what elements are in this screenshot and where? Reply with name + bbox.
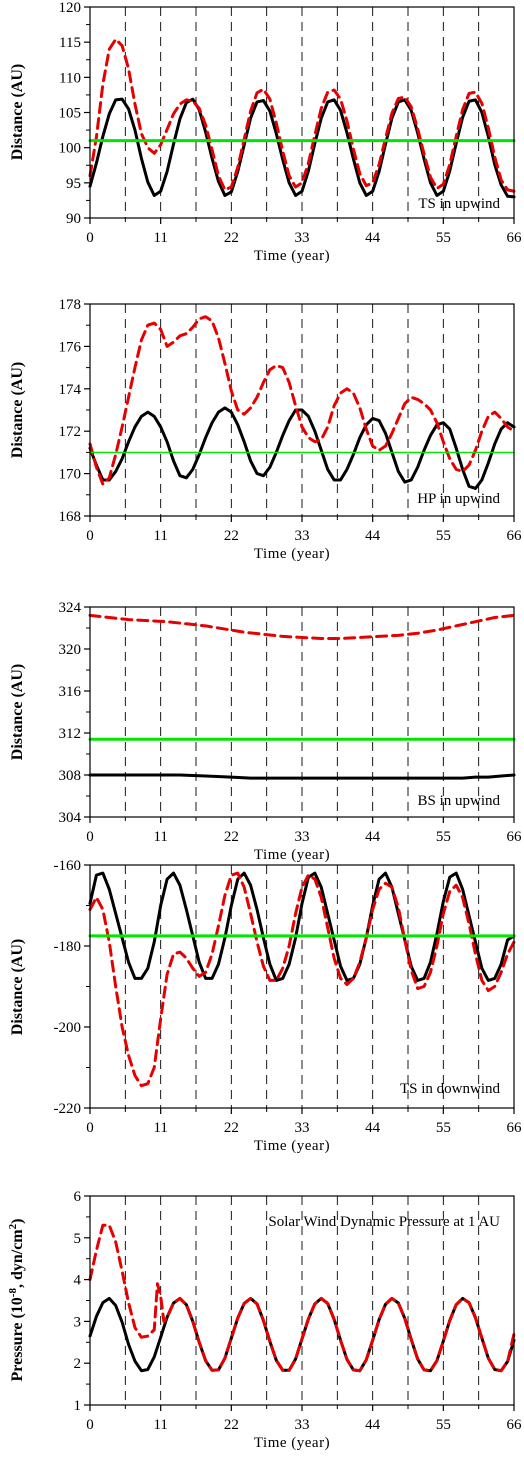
y-tick-label: -160 xyxy=(54,858,82,874)
panel-annotation: TS in upwind xyxy=(418,196,500,212)
panel-2: 0 11 22 33 44 55 66 168 170 172 174 176 178 Time (yea… xyxy=(9,297,522,562)
x-tick-label: 66 xyxy=(507,528,523,544)
panel-annotation: Solar Wind Dynamic Pressure at 1 AU xyxy=(268,1214,500,1230)
y-tick-label: 5 xyxy=(74,1231,82,1247)
panel-annotation: TS in downwind xyxy=(400,1081,501,1097)
x-axis-label: Time (year) xyxy=(254,1435,330,1451)
y-tick-label: 110 xyxy=(59,70,81,86)
y-tick-label: -220 xyxy=(54,1101,82,1117)
y-axis-label: Distance (AU) xyxy=(9,664,26,760)
x-tick-label: 44 xyxy=(365,528,381,544)
x-tick-label: 33 xyxy=(295,528,310,544)
x-tick-label: 33 xyxy=(295,1417,310,1433)
y-axis-label: Pressure (10-8, dyn/cm2) xyxy=(7,1219,26,1382)
y-tick-label: 100 xyxy=(59,141,82,157)
x-tick-label: 44 xyxy=(365,1417,381,1433)
y-tick-label: 324 xyxy=(59,600,82,616)
x-tick-label: 44 xyxy=(365,230,381,246)
y-tick-label: 172 xyxy=(59,424,82,440)
y-tick-label: 120 xyxy=(59,0,82,16)
x-tick-label: 55 xyxy=(436,1120,451,1136)
y-tick-label: 168 xyxy=(59,509,82,525)
y-tick-label: 308 xyxy=(59,768,82,784)
series-line-dashed-red xyxy=(88,315,516,486)
y-tick-label: 320 xyxy=(59,642,82,658)
x-tick-label: 0 xyxy=(86,829,94,845)
y-tick-label: 304 xyxy=(59,810,82,826)
x-tick-label: 0 xyxy=(86,230,94,246)
x-axis-label: Time (year) xyxy=(254,248,330,264)
x-tick-label: 66 xyxy=(507,230,523,246)
x-tick-label: 33 xyxy=(295,1120,310,1136)
x-tick-label: 55 xyxy=(436,528,451,544)
x-tick-label: 55 xyxy=(436,1417,451,1433)
series-line-dashed-red xyxy=(88,613,516,640)
panel-1: 0 11 22 33 44 55 66 90 95 100 105 110 115 120 Time (ye… xyxy=(9,0,522,264)
series-line-dashed-red xyxy=(88,1223,516,1373)
x-tick-label: 22 xyxy=(224,1120,239,1136)
y-tick-label: -180 xyxy=(54,939,82,955)
series-line-solid-black xyxy=(88,871,516,982)
y-tick-label: 316 xyxy=(59,684,82,700)
y-tick-label: 170 xyxy=(59,467,82,483)
y-axis-label: Distance (AU) xyxy=(9,64,26,160)
x-tick-label: 66 xyxy=(507,1417,523,1433)
y-tick-label: 6 xyxy=(74,1189,82,1205)
x-tick-label: 66 xyxy=(507,829,523,845)
x-tick-label: 55 xyxy=(436,829,451,845)
y-tick-label: 1 xyxy=(74,1398,82,1414)
y-tick-label: 312 xyxy=(59,726,82,742)
x-tick-label: 11 xyxy=(153,1417,167,1433)
x-tick-label: 11 xyxy=(153,829,167,845)
x-tick-label: 11 xyxy=(153,230,167,246)
y-tick-label: 2 xyxy=(74,1356,82,1372)
x-tick-label: 66 xyxy=(507,1120,523,1136)
panel-annotation: BS in upwind xyxy=(417,793,500,809)
x-tick-label: 11 xyxy=(153,528,167,544)
x-tick-label: 0 xyxy=(86,528,94,544)
x-tick-label: 33 xyxy=(295,230,310,246)
y-axis-label: Distance (AU) xyxy=(9,362,26,458)
series-line-solid-black xyxy=(88,406,516,490)
panel-5: 0 11 22 33 44 55 66 1 2 3 4 5 6 Time (year) Pressure (… xyxy=(7,1189,522,1451)
x-axis-label: Time (year) xyxy=(254,546,330,562)
x-tick-label: 44 xyxy=(365,829,381,845)
series-line-dashed-red xyxy=(88,871,516,1088)
panel-annotation: HP in upwind xyxy=(417,491,500,507)
x-tick-label: 22 xyxy=(224,528,239,544)
panel-3: 0 11 22 33 44 55 66 304 308 312 316 320 324 Time (yea… xyxy=(9,600,522,863)
y-tick-label: 115 xyxy=(59,35,81,51)
x-axis-label: Time (year) xyxy=(254,1138,330,1154)
y-tick-label: 4 xyxy=(74,1273,82,1289)
y-tick-label: -200 xyxy=(54,1020,82,1036)
series-line-solid-black xyxy=(88,773,516,780)
x-tick-label: 55 xyxy=(436,230,451,246)
y-tick-label: 3 xyxy=(74,1314,82,1330)
x-tick-label: 0 xyxy=(86,1417,94,1433)
series-line-dashed-red xyxy=(88,37,516,193)
x-tick-label: 33 xyxy=(295,829,310,845)
y-tick-label: 176 xyxy=(59,339,82,355)
y-tick-label: 105 xyxy=(59,106,82,122)
x-tick-label: 44 xyxy=(365,1120,381,1136)
y-tick-label: 95 xyxy=(66,176,81,192)
x-tick-label: 22 xyxy=(224,230,239,246)
x-tick-label: 0 xyxy=(86,1120,94,1136)
y-tick-label: 90 xyxy=(66,211,81,227)
x-tick-label: 22 xyxy=(224,829,239,845)
y-tick-label: 174 xyxy=(59,382,82,398)
panel-4: 0 11 22 33 44 55 66 -220 -200 -180 -160 Time (year)… xyxy=(9,858,522,1154)
y-axis-label: Distance (AU) xyxy=(9,939,26,1035)
y-tick-label: 178 xyxy=(59,297,82,313)
series-line-solid-black xyxy=(88,97,516,199)
x-tick-label: 11 xyxy=(153,1120,167,1136)
x-axis-label: Time (year) xyxy=(254,847,330,863)
x-tick-label: 22 xyxy=(224,1417,239,1433)
